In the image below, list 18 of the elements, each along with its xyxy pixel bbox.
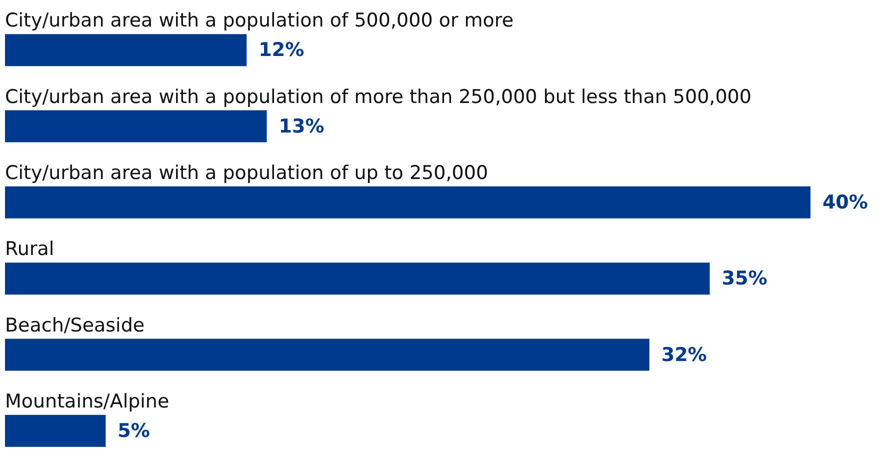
data-label: 5% xyxy=(118,420,150,442)
bar xyxy=(5,414,106,447)
data-label: 13% xyxy=(278,115,324,138)
y-tick-label: Mountains/Alpine xyxy=(5,390,170,412)
bar xyxy=(5,262,710,295)
y-tick-label: City/urban area with a population of more than 250,000 but less than 500,000 xyxy=(5,86,752,108)
bar xyxy=(5,110,267,142)
y-tick-label: City/urban area with a population of 500,000 or more xyxy=(5,10,514,32)
data-label: 35% xyxy=(722,268,768,290)
data-label: 32% xyxy=(661,344,707,366)
data-label: 40% xyxy=(822,191,868,214)
y-tick-label: Beach/Seaside xyxy=(5,314,145,336)
bar xyxy=(5,186,810,218)
y-tick-label: City/urban area with a population of up to 250,000 xyxy=(5,162,488,184)
bar xyxy=(5,338,650,371)
data-label: 12% xyxy=(258,39,304,62)
bar xyxy=(5,34,247,66)
y-tick-label: Rural xyxy=(5,238,54,260)
